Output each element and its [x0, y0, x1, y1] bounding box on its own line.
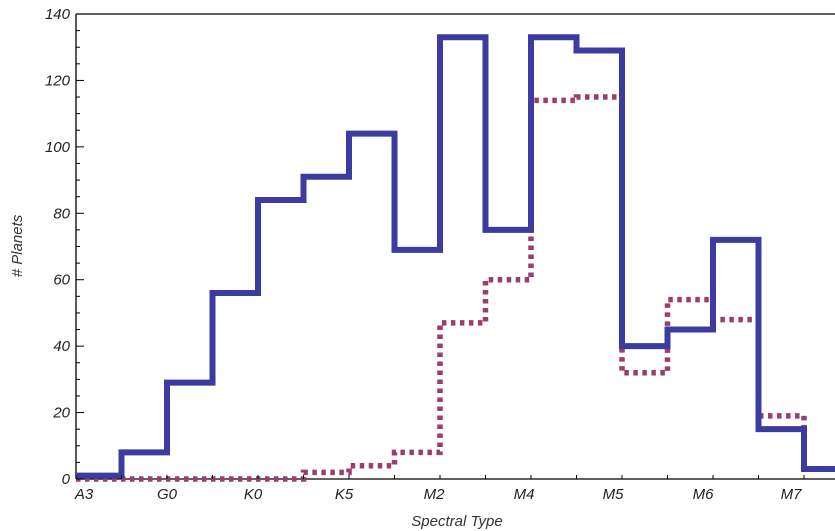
y-tick-label: 140 — [45, 6, 71, 23]
plot-frame — [75, 13, 835, 480]
y-tick-label: 80 — [53, 205, 70, 222]
x-tick-label: M5 — [603, 486, 624, 503]
y-tick-label: 60 — [53, 272, 70, 289]
x-tick-label: M6 — [693, 486, 714, 503]
x-tick-label: K5 — [335, 486, 354, 503]
y-tick-label: 40 — [53, 338, 70, 355]
y-axis: 0 20 40 60 80 100 120 140 — [45, 6, 84, 488]
y-tick-label: 100 — [45, 139, 71, 156]
x-tick-label: M4 — [514, 486, 535, 503]
series-layer — [76, 34, 835, 482]
x-axis: A3 G0 K0 K5 M2 M4 M5 M6 M7 — [74, 475, 805, 503]
x-tick-label: M7 — [781, 486, 802, 503]
x-tick-label: K0 — [244, 486, 263, 503]
series-solid-step-line — [76, 34, 835, 479]
series-dotted-step-line — [76, 94, 835, 482]
x-tick-label: A3 — [74, 486, 94, 503]
y-tick-label: 120 — [45, 72, 71, 89]
y-tick-label: 0 — [62, 471, 71, 488]
y-tick-label: 20 — [52, 405, 70, 422]
x-axis-title: Spectral Type — [411, 513, 502, 530]
x-tick-label: M2 — [424, 486, 445, 503]
x-tick-label: G0 — [157, 486, 178, 503]
y-axis-title: # Planets — [9, 214, 26, 277]
